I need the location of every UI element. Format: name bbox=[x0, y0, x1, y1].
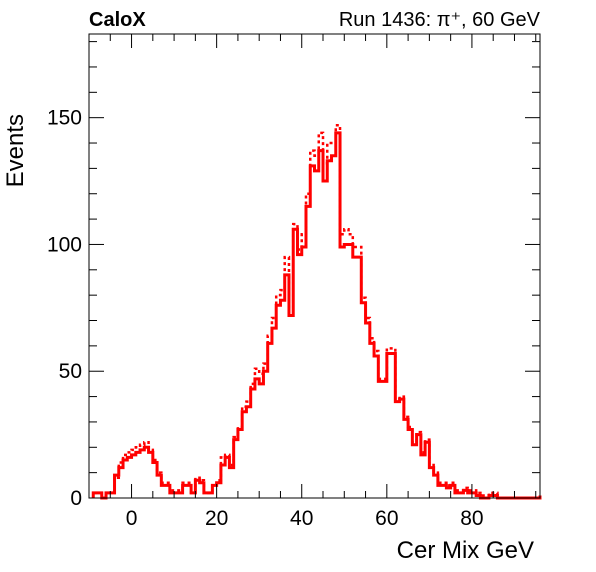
axis-layer: 0 20 40 60 80 0 50 100 150 bbox=[47, 34, 540, 530]
y-tick-label: 0 bbox=[70, 487, 82, 510]
y-tick-label: 50 bbox=[59, 360, 82, 383]
chart-subtitle: Run 1436: π⁺, 60 GeV bbox=[339, 9, 541, 31]
x-tick-label: 40 bbox=[290, 507, 313, 530]
chart-title: CaloX bbox=[89, 9, 146, 31]
y-tick-label: 150 bbox=[47, 107, 82, 130]
plot-frame bbox=[88, 33, 541, 499]
y-tick-label: 100 bbox=[47, 233, 82, 256]
histogram-series-2-dashed bbox=[92, 124, 542, 500]
x-axis-label: Cer Mix GeV bbox=[397, 537, 534, 564]
y-axis-label: Events bbox=[2, 114, 29, 187]
series-layer bbox=[91, 124, 542, 500]
x-tick-label: 0 bbox=[126, 507, 138, 530]
x-tick-label: 20 bbox=[205, 507, 228, 530]
x-tick-label: 80 bbox=[460, 507, 483, 530]
x-tick-label: 60 bbox=[375, 507, 398, 530]
histogram-series-1-solid bbox=[91, 131, 542, 500]
